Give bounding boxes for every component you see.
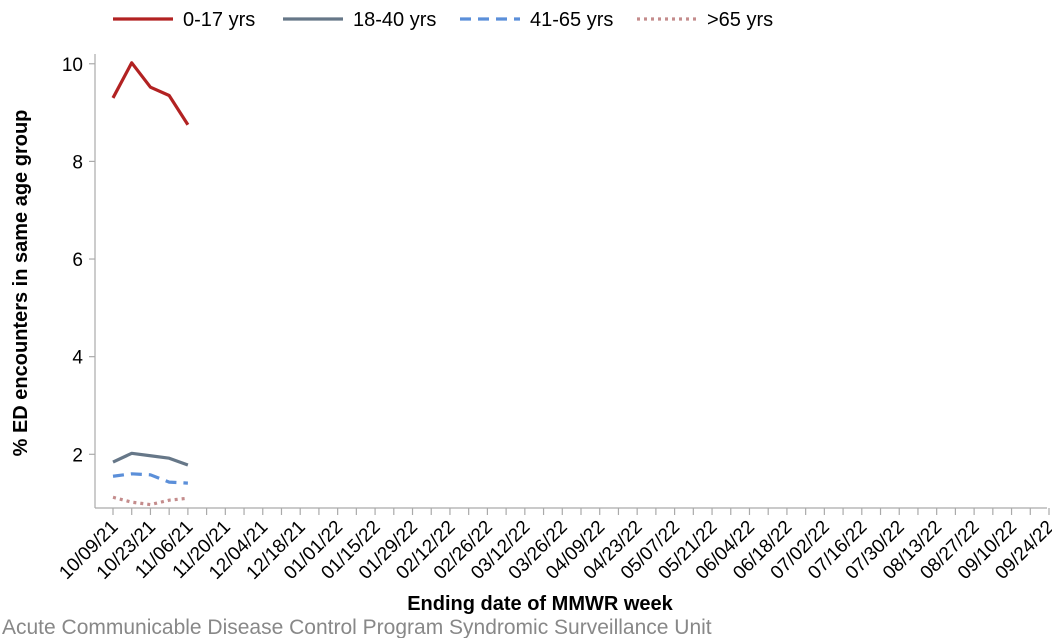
series-layer <box>111 61 190 507</box>
x-axis-title: Ending date of MMWR week <box>407 593 673 615</box>
x-axis: 10/09/2110/23/2111/06/2111/20/2112/04/21… <box>55 507 1052 584</box>
series-line-3 <box>112 495 189 507</box>
legend-label-3: >65 yrs <box>707 9 773 31</box>
legend-label-1: 18-40 yrs <box>353 9 436 31</box>
y-tick-label: 2 <box>72 445 83 466</box>
legend-label-2: 41-65 yrs <box>530 9 613 31</box>
y-tick-label: 4 <box>72 348 83 369</box>
y-tick-label: 6 <box>72 250 83 271</box>
y-axis-title: % ED encounters in same age group <box>10 110 32 457</box>
legend-label-0: 0-17 yrs <box>183 9 255 31</box>
y-axis: 2 4 6 8 10 <box>62 54 96 508</box>
y-tick-label: 10 <box>62 55 83 76</box>
series-line-1 <box>112 451 189 467</box>
y-tick-label: 8 <box>72 152 83 173</box>
series-line-2 <box>112 472 188 485</box>
footer-credit: Acute Communicable Disease Control Progr… <box>2 616 712 638</box>
series-line-0 <box>111 61 190 126</box>
legend: 0-17 yrs 18-40 yrs 41-65 yrs >65 yrs <box>113 9 773 31</box>
